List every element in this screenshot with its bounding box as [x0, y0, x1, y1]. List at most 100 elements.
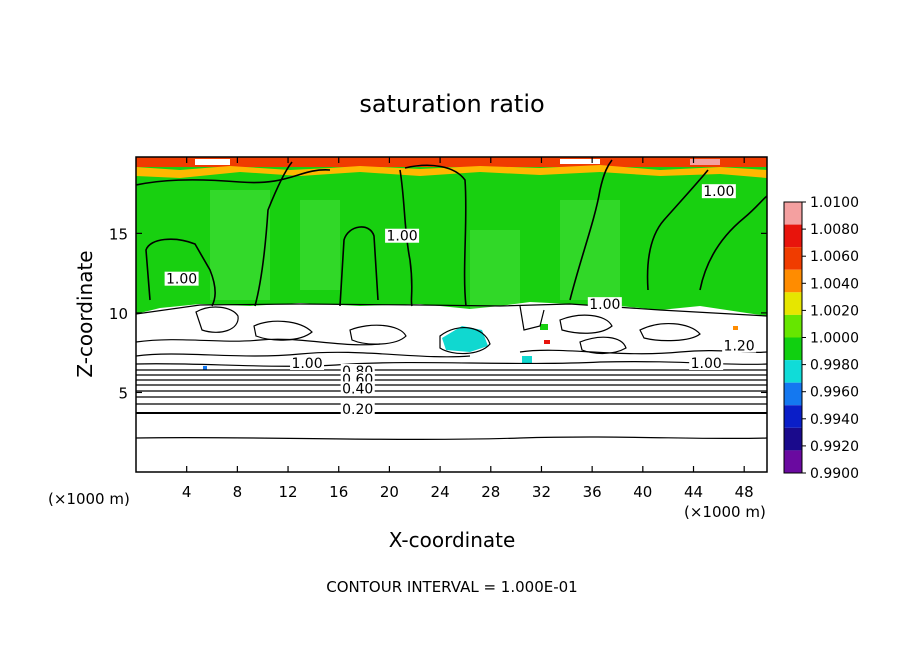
colorbar-swatch [784, 427, 802, 451]
colorbar-swatch [784, 405, 802, 428]
contour-label: 0.20 [342, 402, 373, 418]
contour-label-bg [340, 381, 375, 396]
x-tick-label: 24 [431, 483, 450, 501]
contour-line [254, 161, 293, 307]
contour-line [399, 169, 413, 307]
contour-label-bg [689, 356, 724, 370]
x-tick-label: 16 [329, 483, 348, 501]
field-cyan-patch [522, 356, 532, 364]
y-tick-label: 5 [118, 384, 128, 402]
contour-line [349, 324, 407, 345]
x-tick-label: 48 [735, 483, 754, 501]
contour-line [569, 159, 613, 301]
contour-label-bg [587, 297, 622, 312]
x-axis-unit-right: (×1000 m) [684, 503, 766, 521]
contour-line [136, 360, 767, 367]
field-patch [560, 200, 620, 300]
contour-line [145, 238, 216, 307]
contour-line [253, 320, 313, 341]
field-patch [210, 190, 270, 300]
contour-line [439, 327, 491, 355]
field-red-dot [544, 340, 550, 344]
x-tick-label: 28 [481, 483, 500, 501]
field-green-dot [540, 324, 548, 330]
x-axis-label: X-coordinate [389, 528, 516, 552]
x-tick-label: 44 [684, 483, 703, 501]
colorbar-label: 1.0000 [810, 331, 859, 347]
colorbar-label: 0.9960 [810, 385, 859, 401]
contour-label-bg [385, 228, 420, 243]
contour-label-bg [290, 356, 325, 370]
y-axis-label: Z-coordinate [73, 250, 97, 377]
field-cyan-patch [442, 326, 488, 352]
field-top-patch [690, 159, 720, 165]
colorbar-label: 0.9920 [810, 439, 859, 455]
contour-line [519, 305, 545, 331]
colorbar-swatch [784, 314, 802, 338]
contour-label-bg [164, 271, 199, 286]
field-top-strip-edge [136, 165, 767, 178]
x-axis-unit-left: (×1000 m) [48, 490, 130, 508]
contours-lower [136, 303, 767, 441]
contour-label: 1.00 [589, 297, 620, 313]
y-tick-label: 15 [109, 225, 128, 243]
contour-line [136, 303, 767, 317]
contour-label-bg [722, 338, 757, 353]
colorbar-label: 0.9980 [810, 358, 859, 374]
plot-frame [135, 156, 768, 473]
plot-area [136, 157, 767, 472]
colorbar-label: 0.9900 [810, 466, 859, 482]
y-axis: 5 10 15 [109, 225, 767, 402]
x-axis: 4 8 12 16 20 24 28 32 36 40 44 48 [182, 157, 754, 501]
colorbar-label: 1.0080 [810, 222, 859, 238]
colorbar-swatch [784, 360, 802, 383]
colorbar-swatch [784, 337, 802, 361]
contour-line [639, 323, 701, 342]
y-tick-label: 10 [109, 305, 128, 323]
x-tick-label: 32 [532, 483, 551, 501]
chart-title: saturation ratio [359, 90, 544, 118]
colorbar-swatch [784, 450, 802, 473]
contour-line [404, 164, 467, 307]
contour-label: 1.00 [166, 272, 197, 288]
contour-label: 1.00 [691, 356, 722, 372]
contour-label: 0.40 [342, 381, 373, 397]
colorbar-label: 0.9940 [810, 412, 859, 428]
colorbar: 1.0100 1.0080 1.0060 1.0040 1.0020 1.0000 0.99… [783, 195, 859, 482]
contour-line [339, 226, 379, 307]
x-tick-label: 8 [233, 483, 243, 501]
field-top-patch [195, 159, 230, 165]
contour-line [559, 314, 613, 334]
colorbar-swatch [784, 269, 802, 293]
x-tick-label: 20 [380, 483, 399, 501]
contour-label: 1.00 [291, 356, 322, 372]
colorbar-label: 1.0040 [810, 276, 859, 292]
contour-line [136, 338, 381, 346]
contour-line [646, 169, 709, 291]
colorbar-swatch [784, 202, 802, 225]
contour-interval-note: CONTOUR INTERVAL = 1.000E-01 [326, 578, 577, 596]
x-tick-label: 12 [279, 483, 298, 501]
contour-line [136, 169, 331, 186]
x-tick-label: 40 [633, 483, 652, 501]
field-patch [300, 200, 340, 290]
colorbar-swatch [784, 224, 802, 248]
colorbar-label: 1.0060 [810, 249, 859, 265]
contour-label-bg [701, 184, 736, 199]
colorbar-label: 1.0100 [810, 195, 859, 211]
contour-label-bg [340, 402, 375, 417]
contours-upper [136, 159, 767, 307]
contour-label: 1.20 [724, 339, 755, 355]
field-top-patch [560, 159, 600, 164]
field-top-strip [136, 157, 767, 167]
contour-label: 1.00 [386, 229, 417, 245]
contour-line [136, 436, 767, 441]
field-cloud-base [136, 302, 767, 472]
field-orange-dot [733, 326, 738, 330]
colorbar-swatch [784, 382, 802, 406]
field-patch [470, 230, 520, 310]
colorbar-label: 1.0020 [810, 303, 859, 319]
colorbar-swatch [784, 247, 802, 270]
contour-label: 1.00 [703, 184, 734, 200]
